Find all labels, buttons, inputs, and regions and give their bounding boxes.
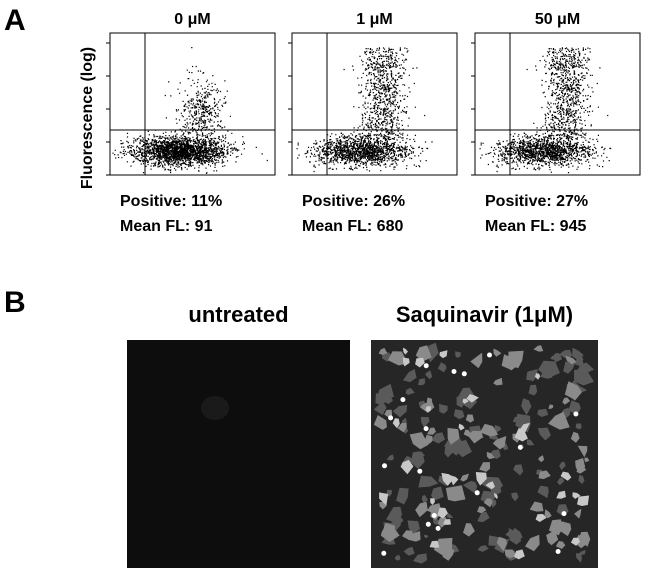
- micrograph: [127, 340, 350, 568]
- plot-frame: [291, 32, 458, 176]
- plot-title: 0 μM: [174, 11, 210, 28]
- stat-positive: Positive: 11%: [120, 193, 222, 210]
- plot-frame: [474, 32, 641, 176]
- y-axis-label: Fluorescence (log): [79, 47, 96, 189]
- panel-label: B: [4, 286, 26, 319]
- plot-title: 1 μM: [356, 11, 392, 28]
- cells: [373, 345, 591, 561]
- dots: [296, 47, 433, 173]
- faint-cell: [201, 396, 229, 420]
- cells: [373, 342, 594, 564]
- panel-label: A: [4, 4, 26, 37]
- stat-positive: Positive: 26%: [302, 193, 405, 210]
- dots: [479, 47, 612, 174]
- image-title: untreated: [188, 302, 288, 327]
- stat-mean: Mean FL: 945: [485, 218, 586, 235]
- dots: [112, 47, 268, 174]
- plot-title: 50 μM: [535, 11, 580, 28]
- image-title: Saquinavir (1μM): [396, 302, 573, 327]
- stat-mean: Mean FL: 91: [120, 218, 213, 235]
- plot-frame: [109, 32, 276, 176]
- stat-mean: Mean FL: 680: [302, 218, 403, 235]
- stat-positive: Positive: 27%: [485, 193, 588, 210]
